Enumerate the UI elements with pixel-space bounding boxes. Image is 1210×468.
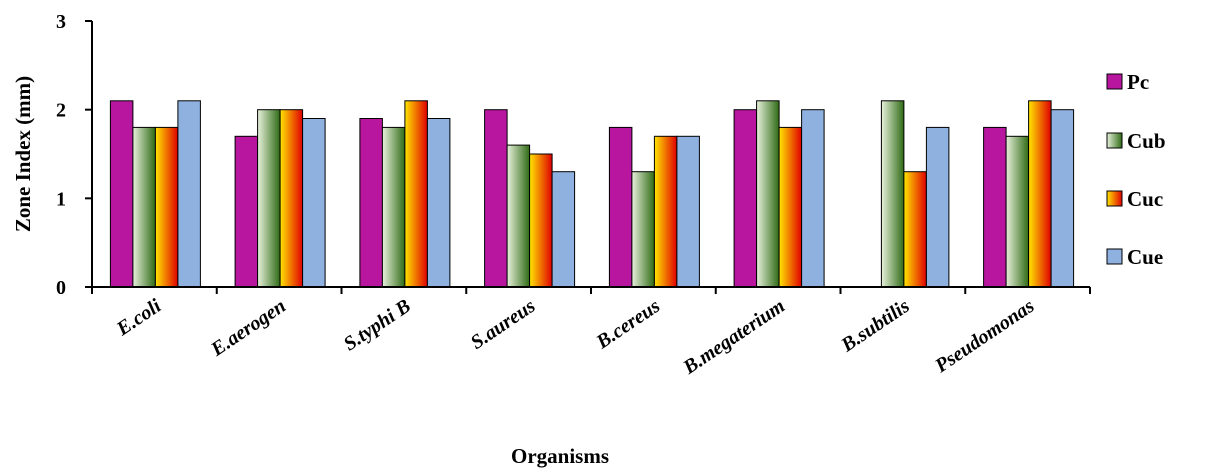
x-tick-label: S.typhi B — [340, 295, 415, 356]
legend-label-Pc: Pc — [1127, 70, 1149, 94]
bar-Cuc-5 — [779, 127, 802, 287]
bar-Cue-3 — [552, 172, 575, 287]
bar-Cue-1 — [303, 119, 326, 288]
x-tick-label: B.cereus — [592, 295, 665, 354]
legend-swatch-Pc — [1107, 74, 1122, 89]
x-tick-label: Pseudomonas — [930, 295, 1038, 378]
legend-swatch-Cuc — [1107, 191, 1122, 206]
bar-Cub-2 — [382, 127, 405, 287]
bar-Cue-7 — [1051, 110, 1074, 287]
bar-Cuc-7 — [1029, 101, 1052, 287]
y-tick-label: 0 — [56, 277, 66, 299]
bar-Cue-4 — [677, 136, 700, 287]
bar-Cub-6 — [881, 101, 904, 287]
y-tick-label: 2 — [56, 100, 66, 122]
legend: Pc Cub Cuc Cue — [1107, 70, 1166, 269]
x-axis: E.coli E.aerogen S.typhi B S.aureus B.cereus… — [92, 287, 1090, 379]
y-tick-label: 1 — [56, 188, 66, 210]
legend-swatch-Cub — [1107, 133, 1122, 148]
bar-Pc-4 — [609, 127, 632, 287]
x-tick-label: B.subtilis — [836, 295, 913, 357]
bar-Pc-2 — [360, 119, 383, 288]
bar-Cub-0 — [133, 127, 156, 287]
legend-label-Cue: Cue — [1127, 245, 1163, 269]
legend-swatch-Cue — [1107, 249, 1122, 264]
legend-label-Cub: Cub — [1127, 129, 1166, 153]
bar-Cuc-1 — [280, 110, 303, 287]
x-tick-label: S.aureus — [467, 295, 540, 354]
bar-Cuc-0 — [155, 127, 178, 287]
bar-Pc-1 — [235, 136, 258, 287]
bar-Cuc-4 — [654, 136, 677, 287]
bar-Pc-3 — [485, 110, 508, 287]
x-tick-label: E.aerogen — [206, 295, 290, 361]
y-axis: 0 1 2 3 — [56, 11, 92, 299]
bar-Cub-5 — [757, 101, 780, 287]
bar-Cuc-2 — [405, 101, 428, 287]
bar-Cub-3 — [507, 145, 529, 287]
bar-Cub-1 — [258, 110, 281, 287]
bar-Cuc-3 — [530, 154, 553, 287]
legend-label-Cuc: Cuc — [1127, 187, 1163, 211]
plot-area — [110, 101, 1073, 287]
y-axis-title: Zone Index (mm) — [11, 76, 35, 232]
bar-Cuc-6 — [904, 172, 927, 287]
bar-Pc-0 — [110, 101, 132, 287]
bar-Cue-6 — [926, 127, 949, 287]
x-tick-label: B.megaterium — [679, 295, 789, 379]
y-tick-label: 3 — [56, 11, 66, 33]
bar-Cue-5 — [802, 110, 825, 287]
bar-Pc-7 — [984, 127, 1007, 287]
bar-Cue-0 — [178, 101, 201, 287]
bar-Cub-7 — [1006, 136, 1029, 287]
x-axis-title: Organisms — [511, 444, 609, 468]
x-tick-label: E.coli — [112, 295, 166, 341]
bar-Cue-2 — [427, 119, 450, 288]
bar-Pc-5 — [734, 110, 757, 287]
bar-Cub-4 — [632, 172, 655, 287]
